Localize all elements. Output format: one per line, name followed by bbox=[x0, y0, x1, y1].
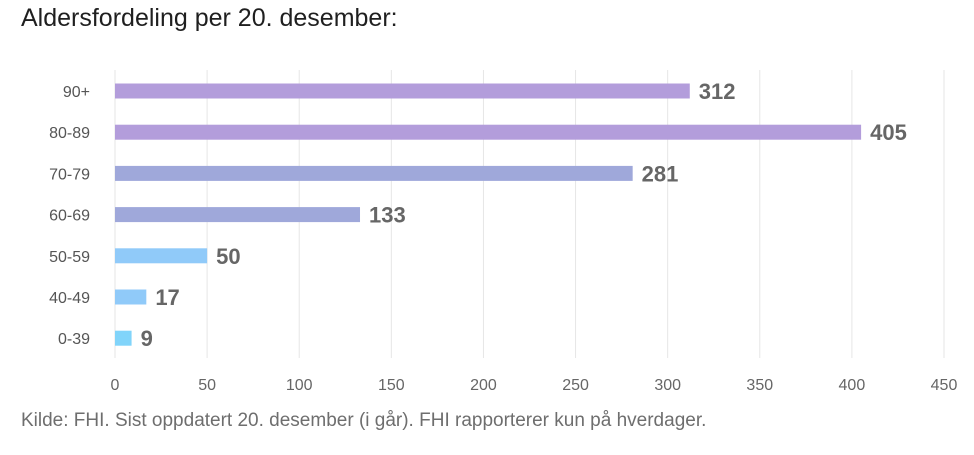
x-axis-ticks: 0 50 100 150 200 250 300 350 400 450 bbox=[111, 377, 958, 394]
bar-chart: 90+ 80-89 70-79 60-69 50-59 40-49 0-39 312 405 2… bbox=[49, 70, 958, 394]
data-label: 17 bbox=[155, 285, 179, 310]
category-label: 60-69 bbox=[49, 208, 90, 225]
data-label: 405 bbox=[870, 120, 907, 145]
bar-60-69 bbox=[115, 207, 361, 223]
data-label: 281 bbox=[642, 161, 679, 186]
x-tick-label: 100 bbox=[286, 377, 313, 394]
bar-80-89 bbox=[115, 124, 862, 140]
x-tick-label: 300 bbox=[654, 377, 681, 394]
category-label: 80-89 bbox=[49, 125, 90, 142]
category-label: 40-49 bbox=[49, 290, 90, 307]
category-label: 0-39 bbox=[58, 331, 90, 348]
data-label: 312 bbox=[699, 79, 736, 104]
bar-40-49 bbox=[115, 289, 147, 305]
bar-90+ bbox=[115, 83, 690, 99]
category-labels: 90+ 80-89 70-79 60-69 50-59 40-49 0-39 bbox=[49, 84, 90, 348]
chart-title: Aldersfordeling per 20. desember: bbox=[21, 4, 398, 32]
source-note: Kilde: FHI. Sist oppdatert 20. desember … bbox=[21, 410, 707, 431]
data-label: 133 bbox=[369, 203, 406, 228]
x-tick-label: 400 bbox=[839, 377, 866, 394]
x-tick-label: 0 bbox=[111, 377, 120, 394]
bar-0-39 bbox=[115, 330, 132, 346]
data-label: 9 bbox=[141, 326, 153, 351]
x-tick-label: 250 bbox=[562, 377, 589, 394]
x-tick-label: 50 bbox=[198, 377, 216, 394]
category-label: 70-79 bbox=[49, 166, 90, 183]
x-tick-label: 350 bbox=[746, 377, 773, 394]
category-label: 90+ bbox=[63, 84, 90, 101]
value-labels: 312 405 281 133 50 179 bbox=[141, 79, 907, 351]
category-label: 50-59 bbox=[49, 249, 90, 266]
x-tick-label: 200 bbox=[470, 377, 497, 394]
x-tick-label: 150 bbox=[378, 377, 405, 394]
bars bbox=[115, 83, 862, 346]
bar-50-59 bbox=[115, 248, 208, 264]
data-label: 50 bbox=[216, 244, 240, 269]
bar-70-79 bbox=[115, 165, 633, 181]
x-tick-label: 450 bbox=[931, 377, 958, 394]
